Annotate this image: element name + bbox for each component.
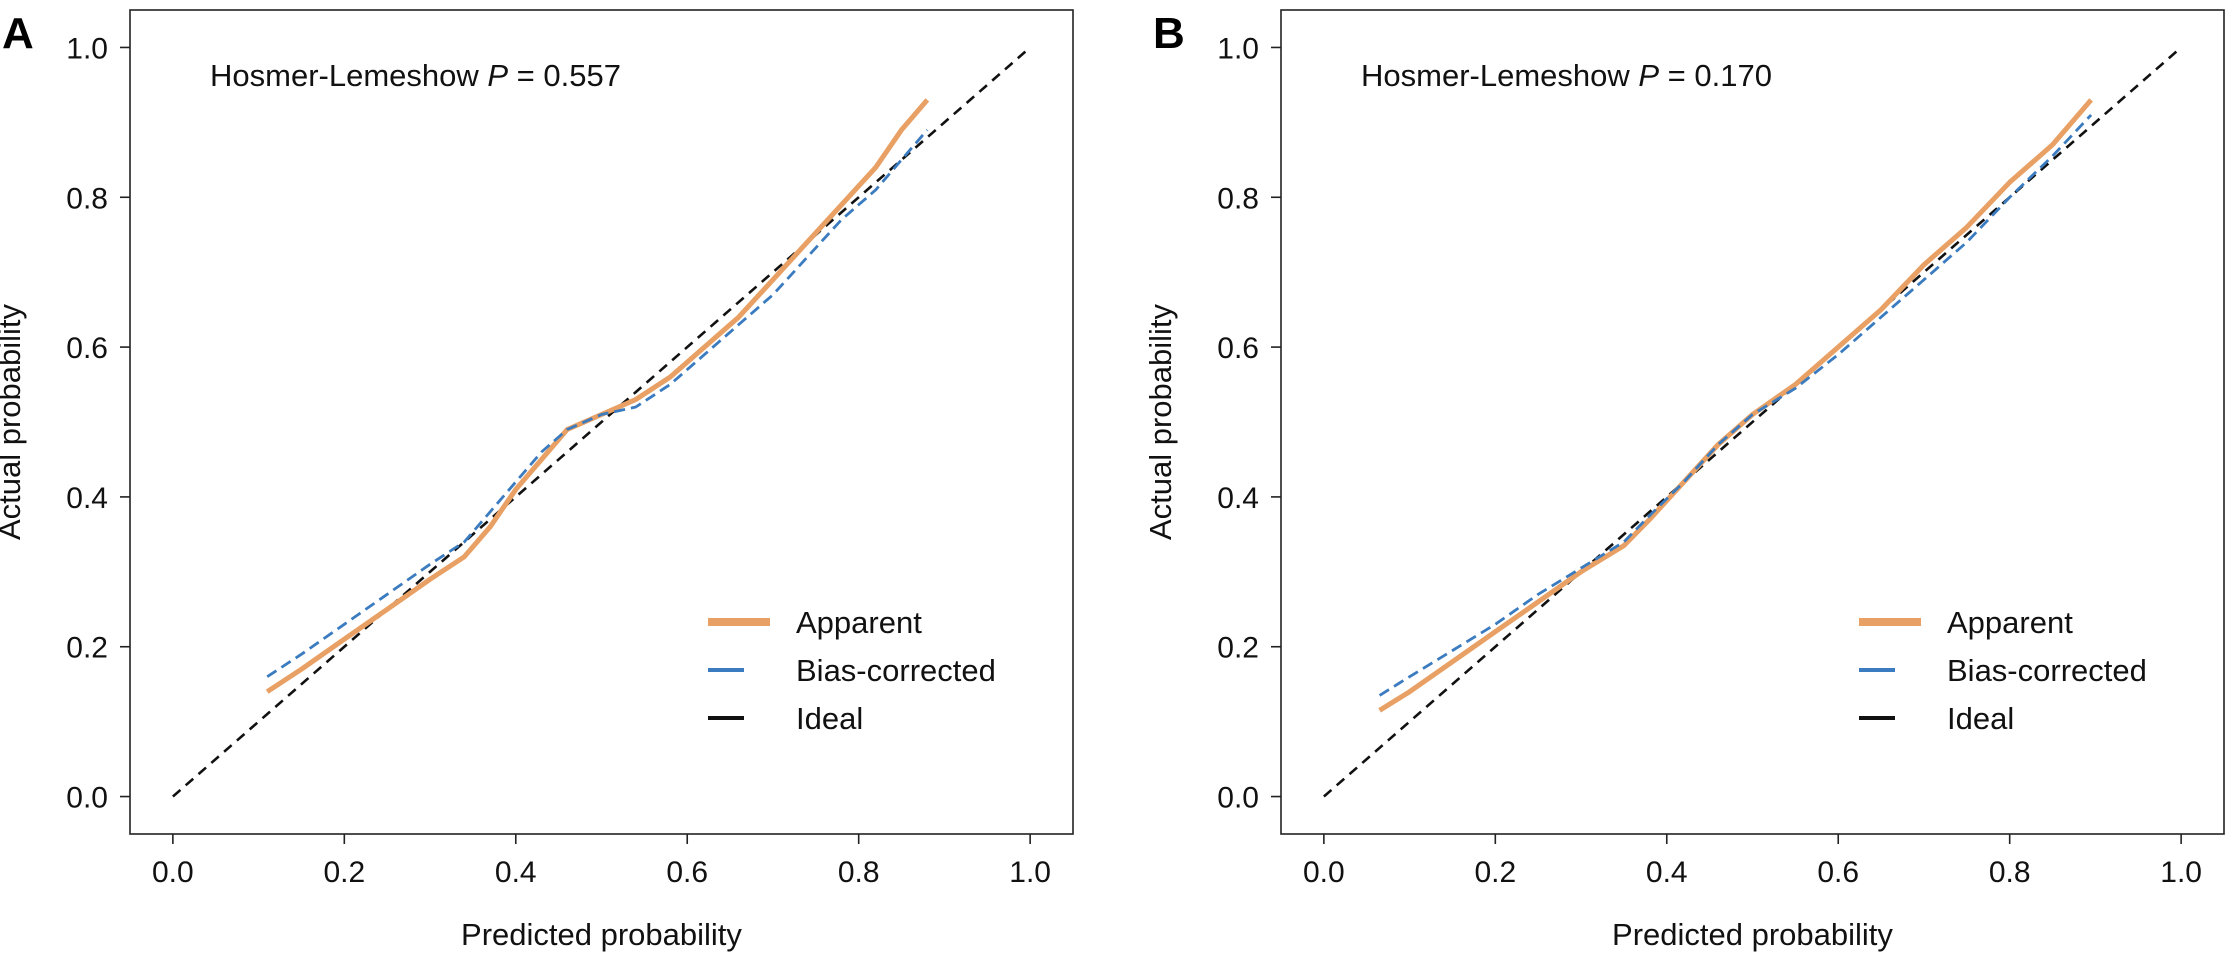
legend-label: Apparent [796,605,922,640]
x-tick-label: 0.0 [152,856,194,889]
y-tick-label: 0.4 [1217,482,1259,515]
x-tick-label: 1.0 [1009,856,1051,889]
legend-label: Apparent [1947,605,2073,640]
panel-label: B [1153,9,1185,58]
panel-b: B 0.0 0.2 0.4 0.6 0.8 1.0 0.0 0.2 0.4 0.6 0.8 1.0 Pre… [1143,9,2225,952]
x-axis-label: Predicted probability [1612,917,1893,952]
y-axis-label: Actual probability [1143,303,1178,540]
y-tick-label: 0.4 [66,482,108,515]
legend-label: Bias-corrected [1947,653,2147,688]
hosmer-lemeshow-annotation: Hosmer-Lemeshow P = 0.557 [210,58,621,93]
y-tick-label: 0.8 [1217,182,1259,215]
x-tick-label: 0.6 [666,856,708,889]
y-tick-label: 0.0 [66,782,108,815]
x-axis-label: Predicted probability [461,917,742,952]
legend-label: Ideal [1947,701,2014,736]
plot-frame [1280,9,2225,835]
x-tick-label: 1.0 [2160,856,2202,889]
y-tick-label: 0.0 [1217,782,1259,815]
y-axis-label: Actual probability [0,303,27,540]
legend-label: Bias-corrected [796,653,996,688]
series-line-bias-corrected [266,128,929,678]
x-tick-label: 0.8 [838,856,880,889]
panel-a: A 0.0 0.2 0.4 0.6 0.8 1.0 0.0 0.2 0.4 0.6 0.8 1.0 Pre… [0,9,1074,952]
y-tick-label: 0.2 [66,632,108,665]
plot-frame [129,9,1074,835]
y-tick-label: 0.6 [66,332,108,365]
series-line-ideal [172,46,1031,798]
y-tick-label: 0.8 [66,182,108,215]
y-tick-label: 1.0 [1217,32,1259,65]
x-tick-label: 0.2 [323,856,365,889]
x-tick-label: 0.6 [1817,856,1859,889]
series-line-apparent [1378,98,2093,713]
x-tick-label: 0.2 [1474,856,1516,889]
series-line-ideal [1323,46,2182,798]
x-tick-label: 0.8 [1989,856,2031,889]
x-tick-label: 0.0 [1303,856,1345,889]
panel-label: A [2,9,34,58]
x-tick-label: 0.4 [1646,856,1688,889]
y-tick-label: 1.0 [66,32,108,65]
y-tick-label: 0.2 [1217,632,1259,665]
legend-label: Ideal [796,701,863,736]
hosmer-lemeshow-annotation: Hosmer-Lemeshow P = 0.170 [1361,58,1772,93]
series-line-apparent [265,98,930,694]
y-tick-label: 0.6 [1217,332,1259,365]
x-tick-label: 0.4 [495,856,537,889]
